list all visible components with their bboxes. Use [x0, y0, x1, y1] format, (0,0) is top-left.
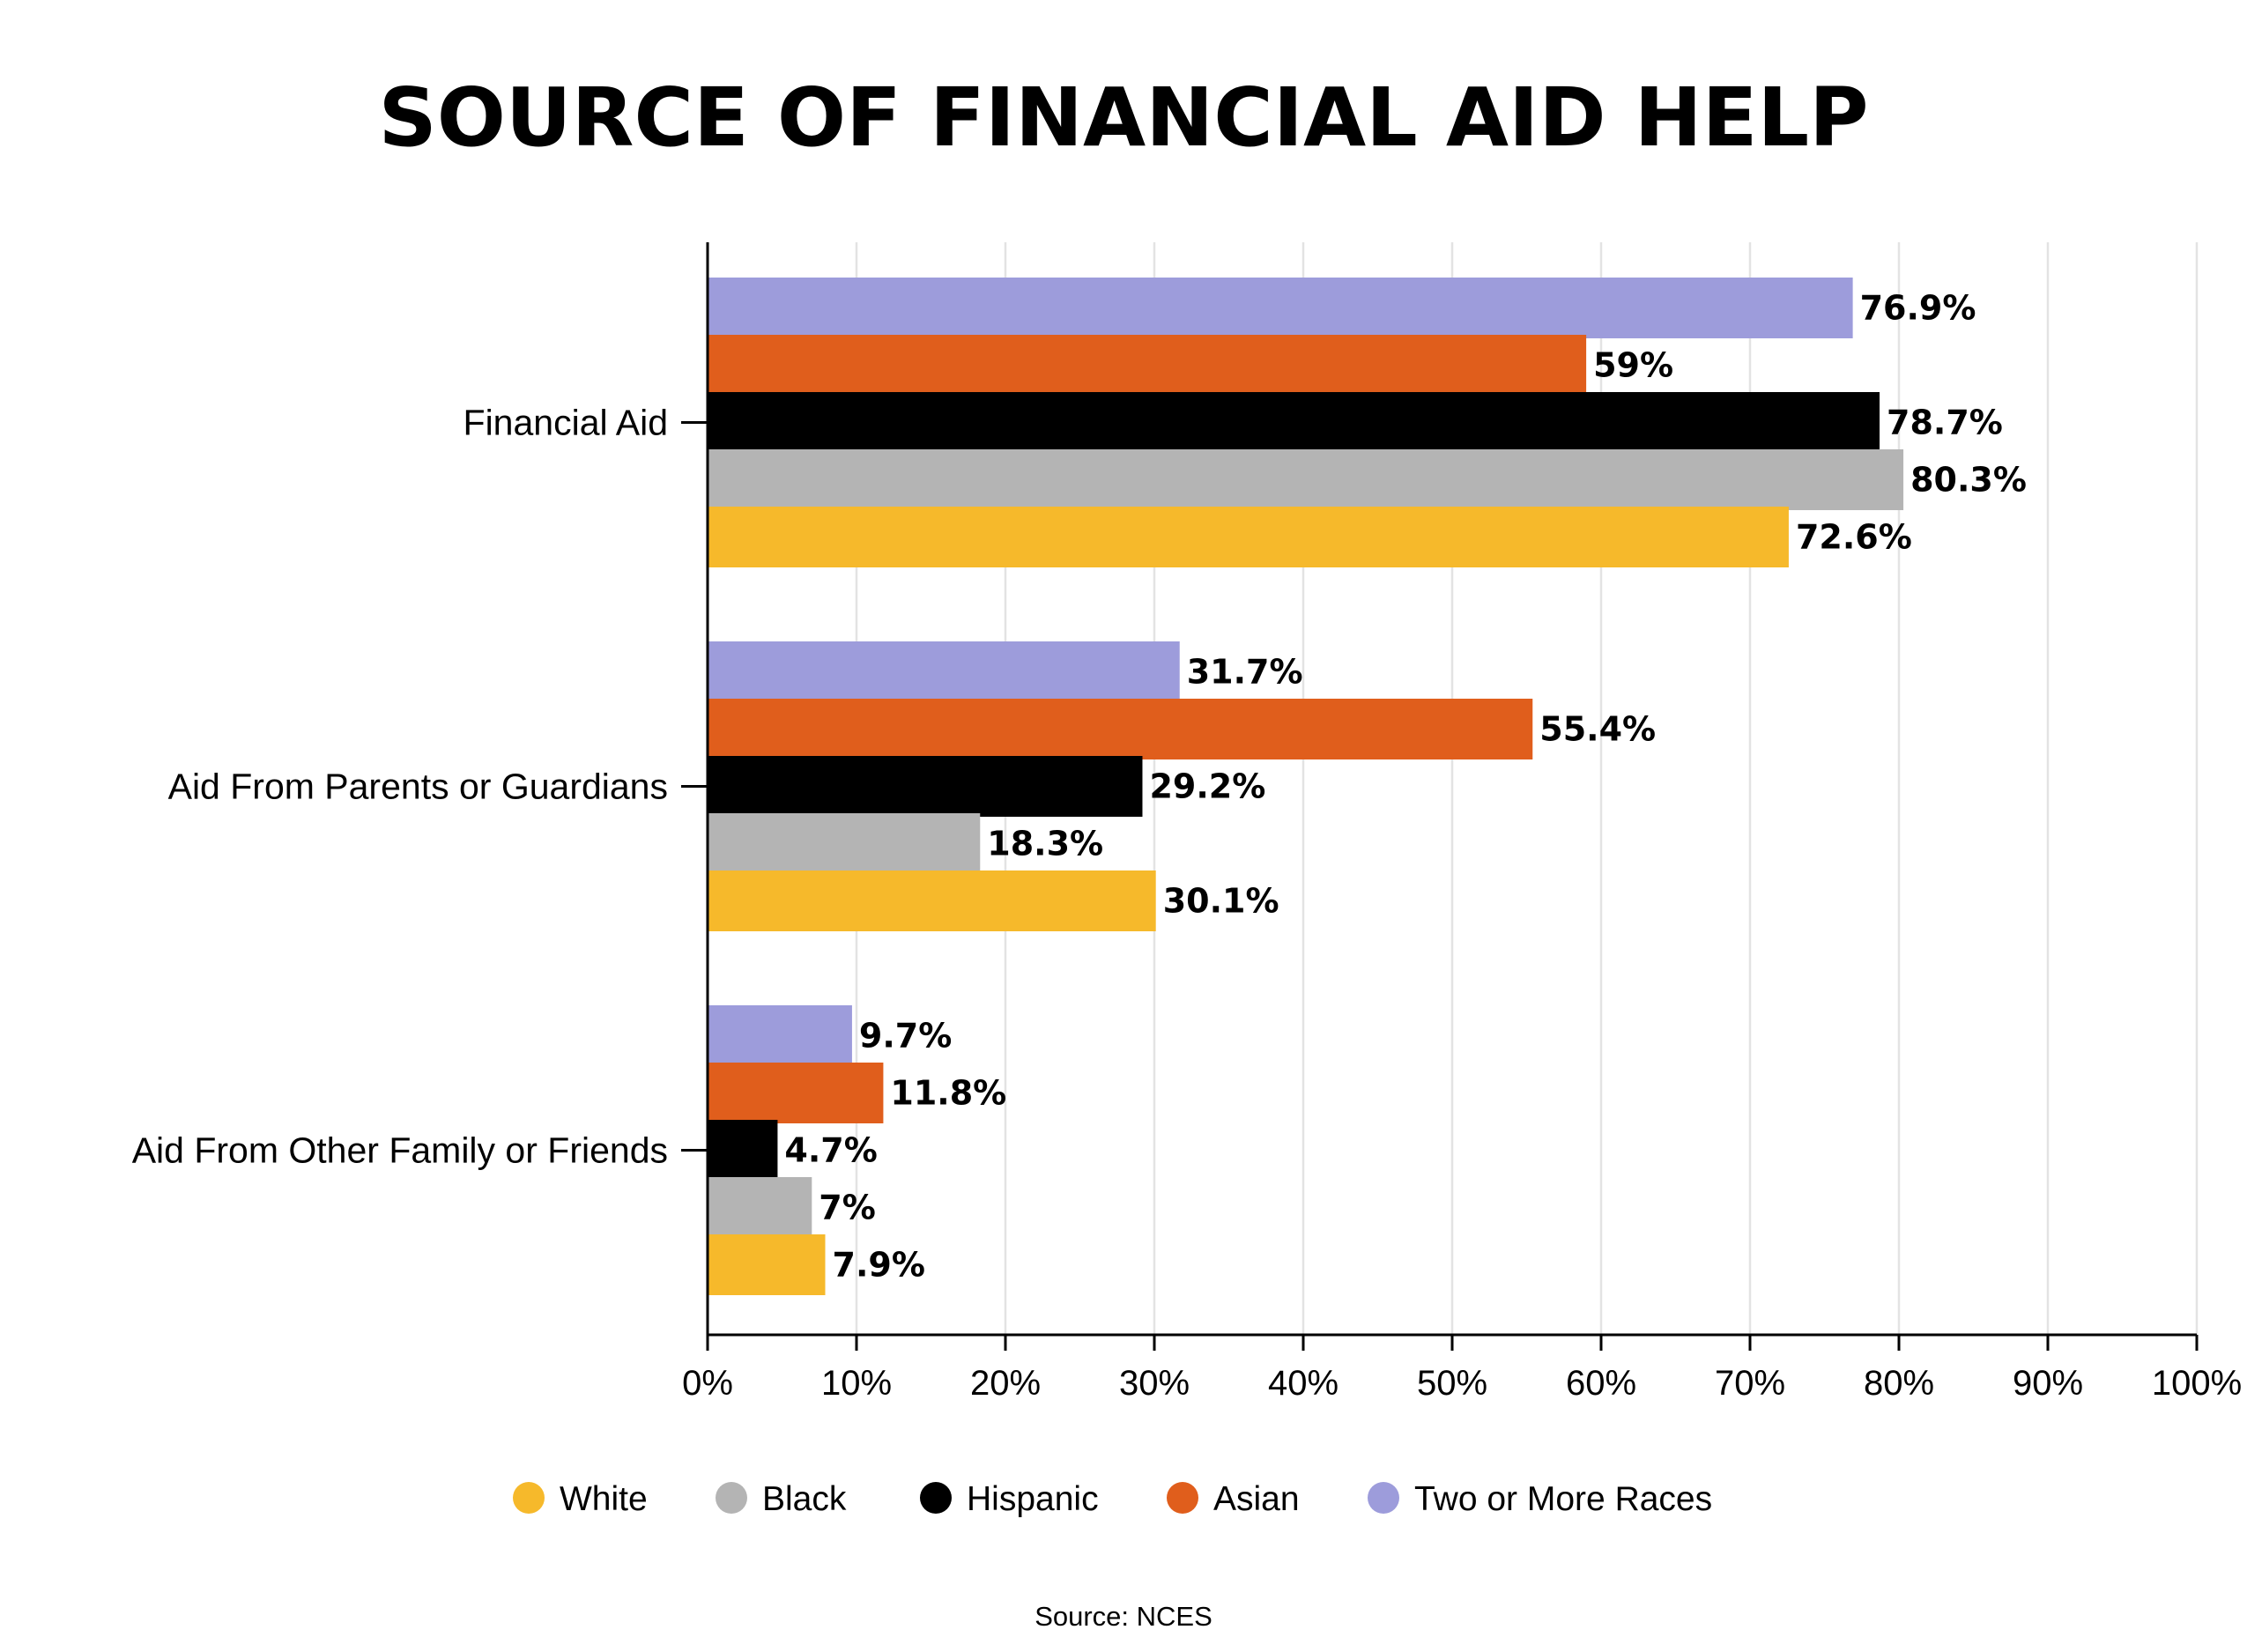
value-label-two-or-more-races-2: 9.7% — [859, 1017, 952, 1056]
bar-two-or-more-races-0 — [708, 278, 1853, 338]
legend: White Black Hispanic Asian Two or More Races — [513, 1480, 1712, 1518]
value-label-black-0: 80.3% — [1910, 461, 2027, 500]
x-tick-label-50: 50% — [1417, 1364, 1487, 1403]
legend-label-black: Black — [762, 1480, 847, 1518]
bar-two-or-more-races-1 — [708, 641, 1180, 702]
bar-black-0 — [708, 449, 1904, 510]
value-label-white-0: 72.6% — [1796, 518, 1912, 557]
x-tick-label-10: 10% — [821, 1364, 892, 1403]
legend-swatch-two-or-more-races — [1368, 1482, 1399, 1514]
bar-asian-2 — [708, 1063, 884, 1123]
legend-swatch-white — [513, 1482, 545, 1514]
value-label-asian-0: 59% — [1593, 346, 1673, 385]
bar-white-0 — [708, 507, 1789, 567]
bar-black-2 — [708, 1177, 812, 1238]
bar-black-1 — [708, 813, 981, 874]
legend-swatch-hispanic — [920, 1482, 952, 1514]
legend-swatch-black — [716, 1482, 747, 1514]
value-label-black-2: 7% — [819, 1189, 876, 1227]
value-label-white-2: 7.9% — [833, 1246, 925, 1285]
bars: 76.9% 59% 78.7% 80.3% 72.6% 31.7% 55.4% 29.2% 18… — [708, 278, 2027, 1295]
x-tick-label-40: 40% — [1268, 1364, 1339, 1403]
chart-title: SOURCE OF FINANCIAL AID HELP — [378, 70, 1868, 165]
bar-white-1 — [708, 870, 1156, 931]
bar-hispanic-0 — [708, 392, 1880, 453]
x-tick-label-60: 60% — [1566, 1364, 1636, 1403]
category-label-1: Aid From Parents or Guardians — [168, 767, 668, 807]
x-tick-label-30: 30% — [1119, 1364, 1190, 1403]
value-label-two-or-more-races-1: 31.7% — [1187, 653, 1303, 692]
legend-swatch-asian — [1167, 1482, 1198, 1514]
bar-asian-0 — [708, 335, 1587, 396]
source-note: Source: NCES — [1035, 1601, 1212, 1632]
value-label-hispanic-2: 4.7% — [784, 1131, 877, 1170]
x-tick-label-80: 80% — [1864, 1364, 1934, 1403]
category-label-2: Aid From Other Family or Friends — [132, 1130, 668, 1171]
legend-label-asian: Asian — [1213, 1480, 1300, 1518]
bar-two-or-more-races-2 — [708, 1005, 852, 1066]
bar-asian-1 — [708, 699, 1533, 759]
value-label-asian-2: 11.8% — [890, 1074, 1006, 1113]
x-tick-label-90: 90% — [2013, 1364, 2083, 1403]
legend-label-white: White — [560, 1480, 648, 1518]
x-tick-label-70: 70% — [1715, 1364, 1785, 1403]
axes: Financial Aid Aid From Parents or Guardia… — [132, 242, 2242, 1403]
value-label-hispanic-1: 29.2% — [1149, 767, 1265, 806]
x-tick-label-100: 100% — [2152, 1364, 2242, 1403]
category-label-0: Financial Aid — [463, 403, 668, 443]
value-label-white-1: 30.1% — [1163, 882, 1279, 921]
value-label-asian-1: 55.4% — [1539, 710, 1656, 749]
x-tick-label-0: 0% — [682, 1364, 733, 1403]
x-tick-label-20: 20% — [970, 1364, 1041, 1403]
bar-hispanic-1 — [708, 756, 1143, 817]
value-label-two-or-more-races-0: 76.9% — [1860, 289, 1976, 328]
value-label-hispanic-0: 78.7% — [1887, 404, 2003, 442]
bar-hispanic-2 — [708, 1120, 778, 1181]
bar-white-2 — [708, 1234, 826, 1295]
value-label-black-1: 18.3% — [987, 825, 1103, 863]
legend-label-two-or-more-races: Two or More Races — [1414, 1480, 1712, 1518]
legend-label-hispanic: Hispanic — [967, 1480, 1099, 1518]
